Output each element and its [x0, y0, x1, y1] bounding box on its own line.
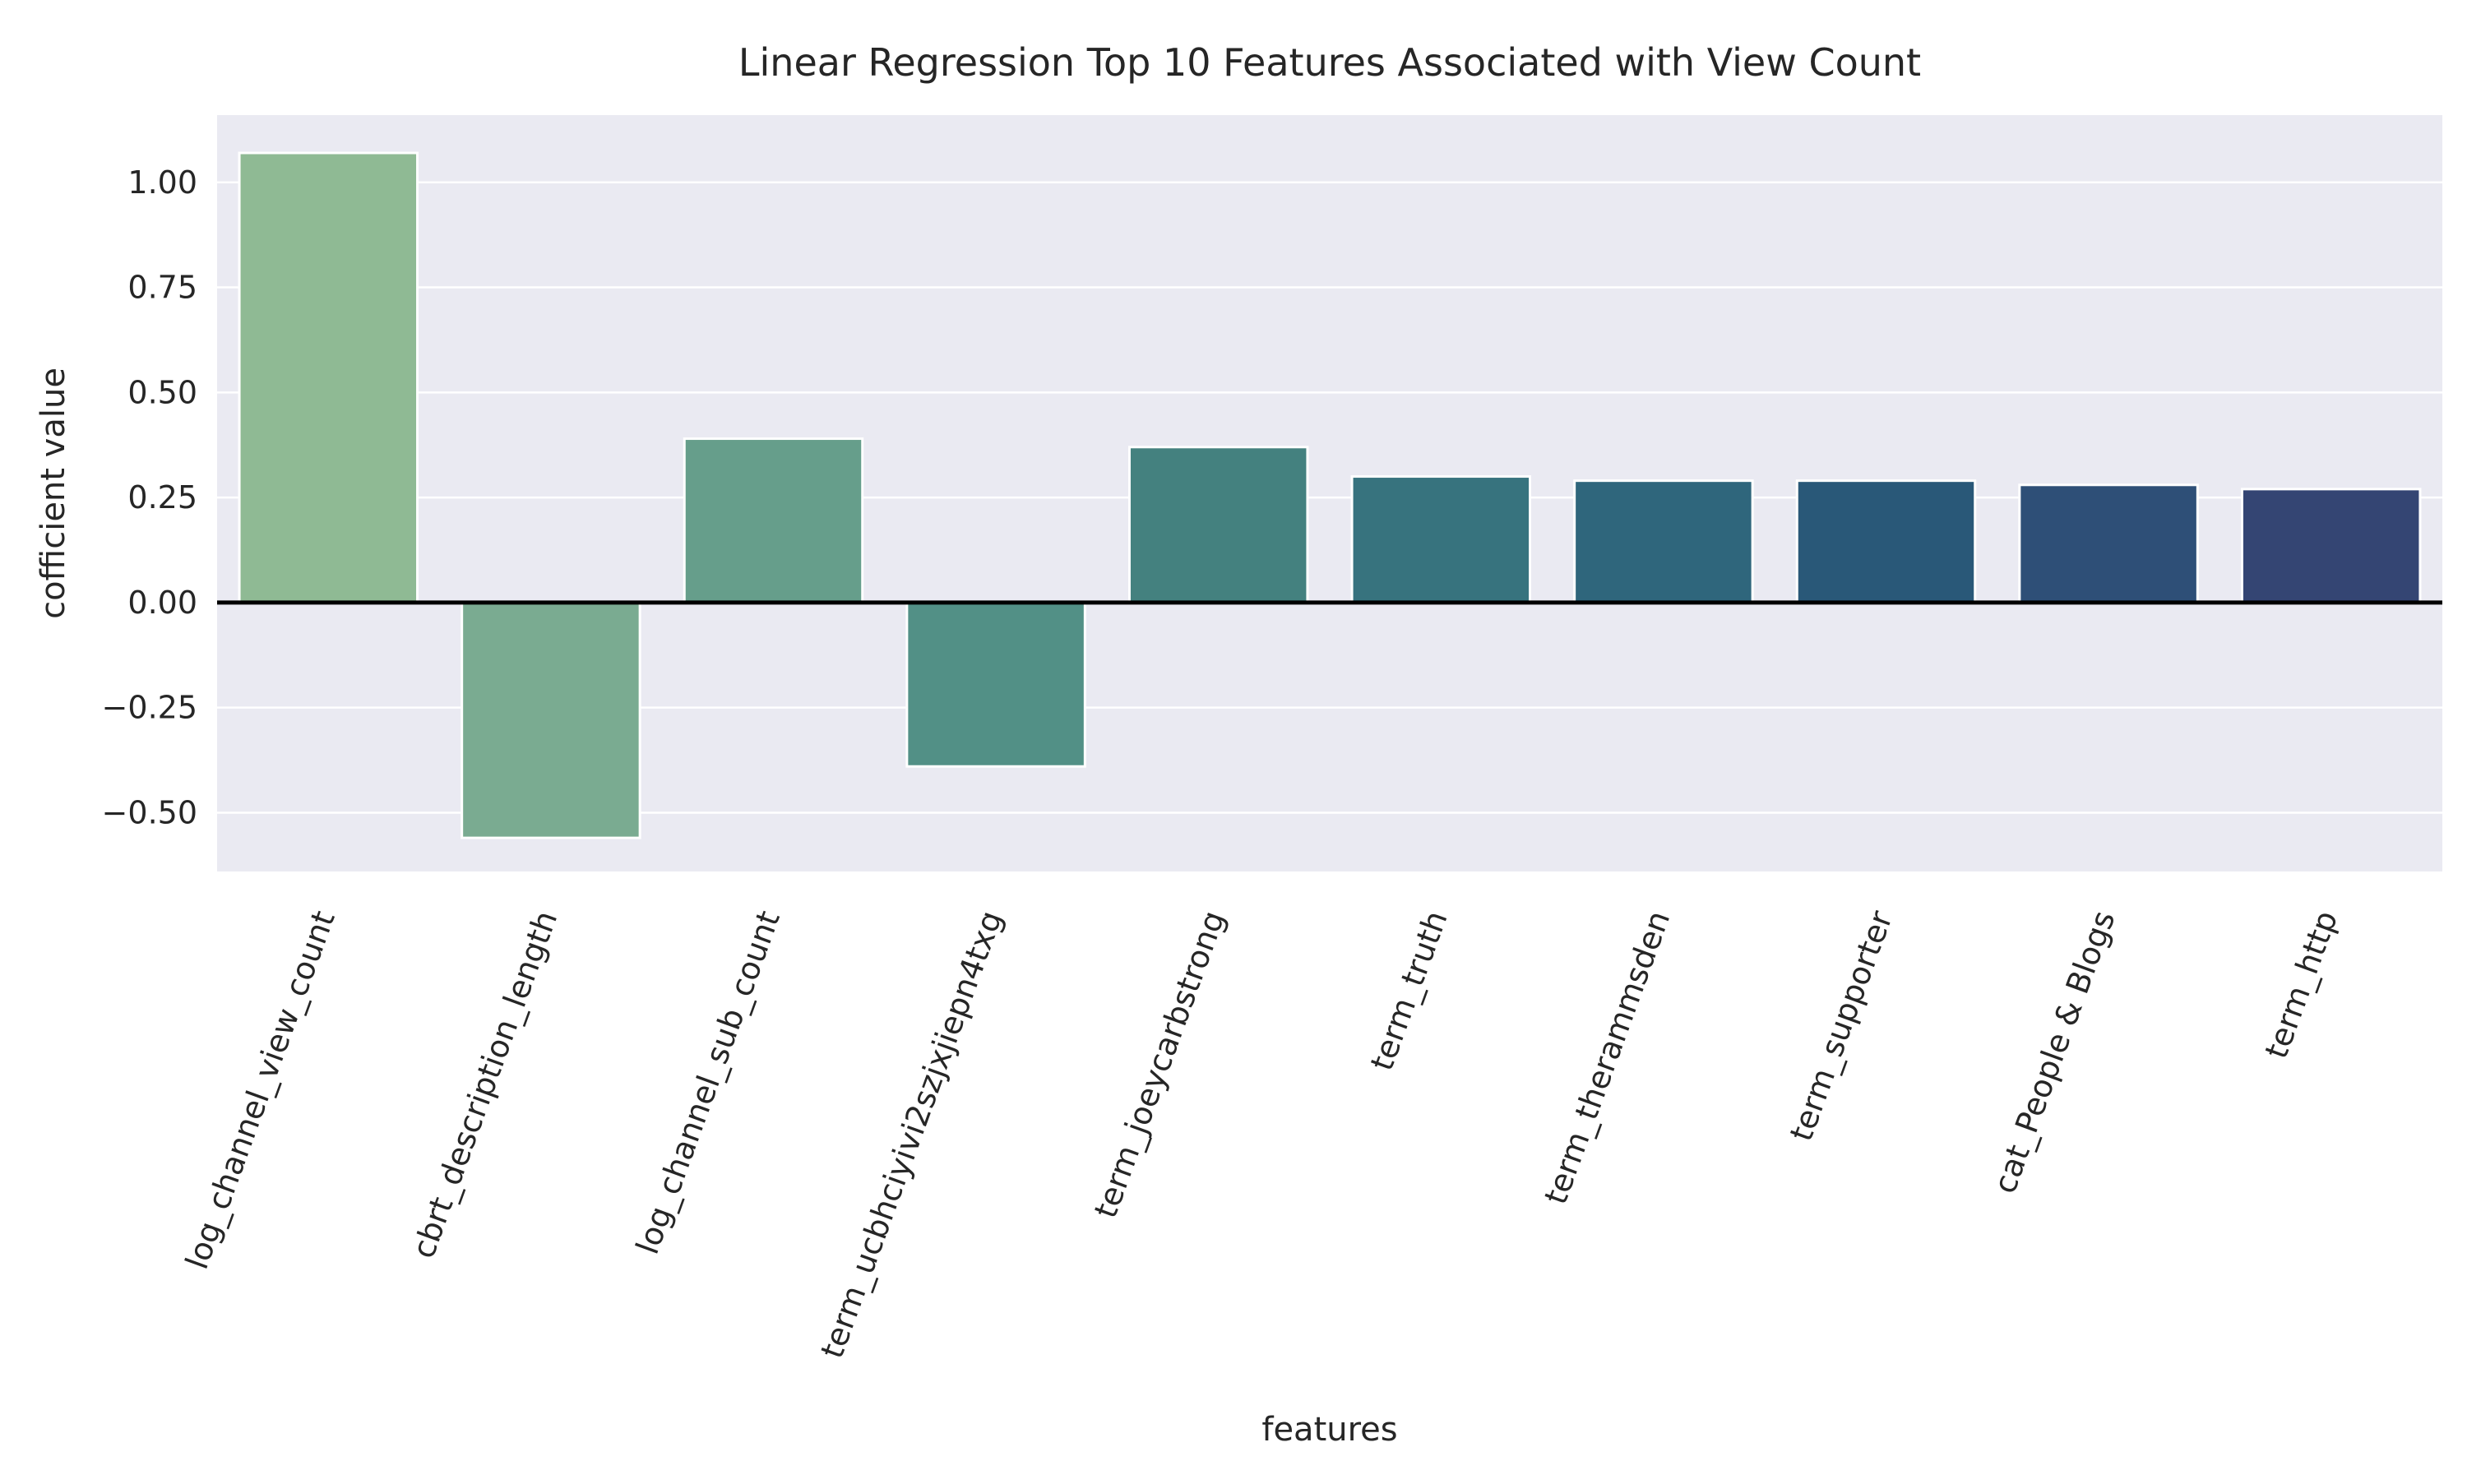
x-tick-label: cat_People & Blogs: [1986, 906, 2122, 1198]
y-tick-label: 0.50: [127, 374, 197, 410]
bar: [2240, 488, 2422, 604]
y-tick-label: 1.00: [127, 164, 197, 201]
chart-title: Linear Regression Top 10 Features Associ…: [738, 40, 1921, 85]
x-tick-label: log_channel_sub_count: [629, 906, 787, 1259]
x-tick-label: log_channel_view_count: [178, 906, 342, 1274]
bar: [238, 151, 419, 604]
y-tick-label: 0.75: [127, 270, 197, 306]
bar: [1127, 446, 1309, 604]
bar: [905, 601, 1086, 768]
y-tick-label: −0.50: [102, 794, 197, 830]
y-tick-label: −0.25: [102, 690, 197, 726]
x-tick-label: term_ucbhciyivi2szjxjiepn4txg: [813, 906, 1009, 1363]
y-tick-label: 0.25: [127, 479, 197, 515]
y-tick-label: 0.00: [127, 585, 197, 621]
x-tick-label: term_supporter: [1783, 906, 1900, 1146]
bar: [461, 601, 641, 839]
bar: [1350, 475, 1532, 604]
x-tick-label: term_truth: [1363, 906, 1455, 1075]
y-tick-labels: −0.50 −0.25 0.00 0.25 0.50 0.75 1.00: [102, 164, 197, 831]
x-tick-label: cbrt_description_length: [405, 906, 564, 1263]
bar: [2018, 483, 2199, 604]
x-axis-label: features: [1261, 1411, 1397, 1449]
bar: [1795, 479, 1977, 604]
bar: [683, 437, 864, 604]
y-axis-label: cofficient value: [35, 368, 72, 619]
x-tick-label: term_therammsden: [1537, 906, 1677, 1209]
x-tick-label: term_http: [2258, 906, 2344, 1063]
x-tick-labels: log_channel_view_count cbrt_description_l…: [178, 906, 2344, 1363]
x-tick-label: term_joeycarbstrong: [1087, 906, 1232, 1223]
bar: [1573, 479, 1754, 604]
